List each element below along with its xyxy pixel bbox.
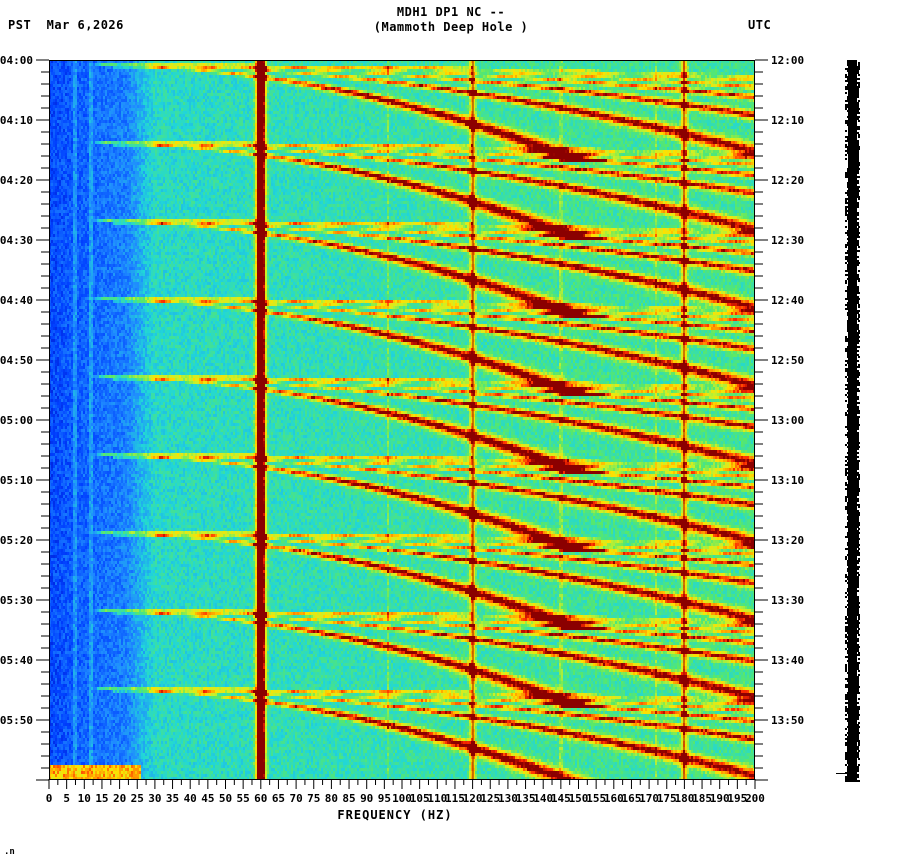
frequency-tick-label: 70 <box>289 792 302 805</box>
time-axis-left: 04:00 04:10 04:20 04:30 04:40 04:50 05:00 05:10… <box>0 54 49 781</box>
frequency-axis-title: FREQUENCY (HZ) <box>337 808 453 822</box>
frequency-tick-label: 135 <box>516 792 536 805</box>
time-tick-label-utc: 12:30 <box>771 234 804 247</box>
time-tick-label-pst: 05:20 <box>0 534 33 547</box>
header-local-time-label: PST Mar 6,2026 <box>8 18 124 32</box>
frequency-tick-label: 65 <box>272 792 285 805</box>
frequency-tick-label: 115 <box>445 792 465 805</box>
frequency-tick-label: 0 <box>46 792 53 805</box>
frequency-tick-label: 105 <box>410 792 430 805</box>
frequency-tick-label: 190 <box>710 792 730 805</box>
time-tick-label-pst: 05:50 <box>0 714 33 727</box>
time-tick-label-utc: 13:10 <box>771 474 804 487</box>
frequency-tick-label: 40 <box>184 792 197 805</box>
time-tick-label-utc: 13:00 <box>771 414 804 427</box>
frequency-tick-label: 30 <box>148 792 161 805</box>
frequency-tick-label: 110 <box>427 792 447 805</box>
frequency-tick-label: 55 <box>237 792 250 805</box>
frequency-tick-label: 75 <box>307 792 320 805</box>
frequency-tick-label: 120 <box>463 792 483 805</box>
time-tick-label-utc: 13:30 <box>771 594 804 607</box>
time-tick-label-pst: 04:10 <box>0 114 33 127</box>
frequency-tick-label: 50 <box>219 792 232 805</box>
frequency-tick-label: 175 <box>657 792 677 805</box>
frequency-tick-label: 85 <box>342 792 355 805</box>
frequency-tick-label: 200 <box>745 792 765 805</box>
frequency-tick-label: 20 <box>113 792 126 805</box>
frequency-tick-label: 130 <box>498 792 518 805</box>
spectrogram-plot <box>49 60 755 780</box>
frequency-tick-label: 185 <box>692 792 712 805</box>
frequency-tick-label: 25 <box>131 792 144 805</box>
time-tick-label-utc: 12:50 <box>771 354 804 367</box>
frequency-tick-label: 160 <box>604 792 624 805</box>
frequency-tick-label: 35 <box>166 792 179 805</box>
frequency-tick-label: 165 <box>622 792 642 805</box>
frequency-tick-label: 145 <box>551 792 571 805</box>
frequency-tick-label: 180 <box>674 792 694 805</box>
time-tick-label-pst: 05:10 <box>0 474 33 487</box>
time-tick-label-pst: 04:20 <box>0 174 33 187</box>
frequency-tick-label: 125 <box>480 792 500 805</box>
time-tick-label-pst: 04:30 <box>0 234 33 247</box>
time-tick-label-utc: 13:40 <box>771 654 804 667</box>
station-name-subtitle: (Mammoth Deep Hole ) <box>373 20 529 34</box>
amplitude-colorbar <box>845 60 861 782</box>
frequency-tick-label: 150 <box>569 792 589 805</box>
time-tick-label-pst: 04:50 <box>0 354 33 367</box>
frequency-tick-label: 170 <box>639 792 659 805</box>
frequency-tick-label: 5 <box>63 792 70 805</box>
amplitude-colorbar-canvas <box>845 60 861 782</box>
frequency-tick-label: 80 <box>325 792 338 805</box>
colorbar-tick <box>836 773 846 774</box>
page-title: MDH1 DP1 NC -- <box>396 5 506 19</box>
frequency-tick-label: 100 <box>392 792 412 805</box>
header-utc-label: UTC <box>748 18 772 32</box>
time-tick-label-utc: 12:00 <box>771 54 804 67</box>
frequency-tick-label: 15 <box>95 792 108 805</box>
frequency-axis-bottom: 0 5 10 15 20 25 30 35 40 45 50 55 60 65 70 75 80 85 90 95 10… <box>46 779 765 805</box>
time-tick-label-utc: 12:40 <box>771 294 804 307</box>
time-axis-right-utc: 12:00 12:10 12:20 12:30 12:40 12:50 13:00 13:10… <box>755 54 804 781</box>
frequency-tick-label: 45 <box>201 792 214 805</box>
time-tick-label-utc: 12:20 <box>771 174 804 187</box>
time-tick-label-utc: 13:20 <box>771 534 804 547</box>
frequency-tick-label: 140 <box>533 792 553 805</box>
spectrogram-canvas <box>49 60 755 780</box>
frequency-tick-label: 95 <box>378 792 391 805</box>
frequency-tick-label: 90 <box>360 792 373 805</box>
frequency-tick-label: 155 <box>586 792 606 805</box>
time-tick-label-pst: 05:30 <box>0 594 33 607</box>
frequency-tick-label: 10 <box>78 792 91 805</box>
time-tick-label-pst: 05:40 <box>0 654 33 667</box>
time-tick-label-pst: 04:40 <box>0 294 33 307</box>
frequency-tick-label: 195 <box>727 792 747 805</box>
time-tick-label-pst: 05:00 <box>0 414 33 427</box>
time-tick-label-utc: 13:50 <box>771 714 804 727</box>
time-tick-label-pst: 04:00 <box>0 54 33 67</box>
frequency-tick-label: 60 <box>254 792 267 805</box>
corner-artifact-mark: .n <box>4 847 15 857</box>
time-tick-label-utc: 12:10 <box>771 114 804 127</box>
